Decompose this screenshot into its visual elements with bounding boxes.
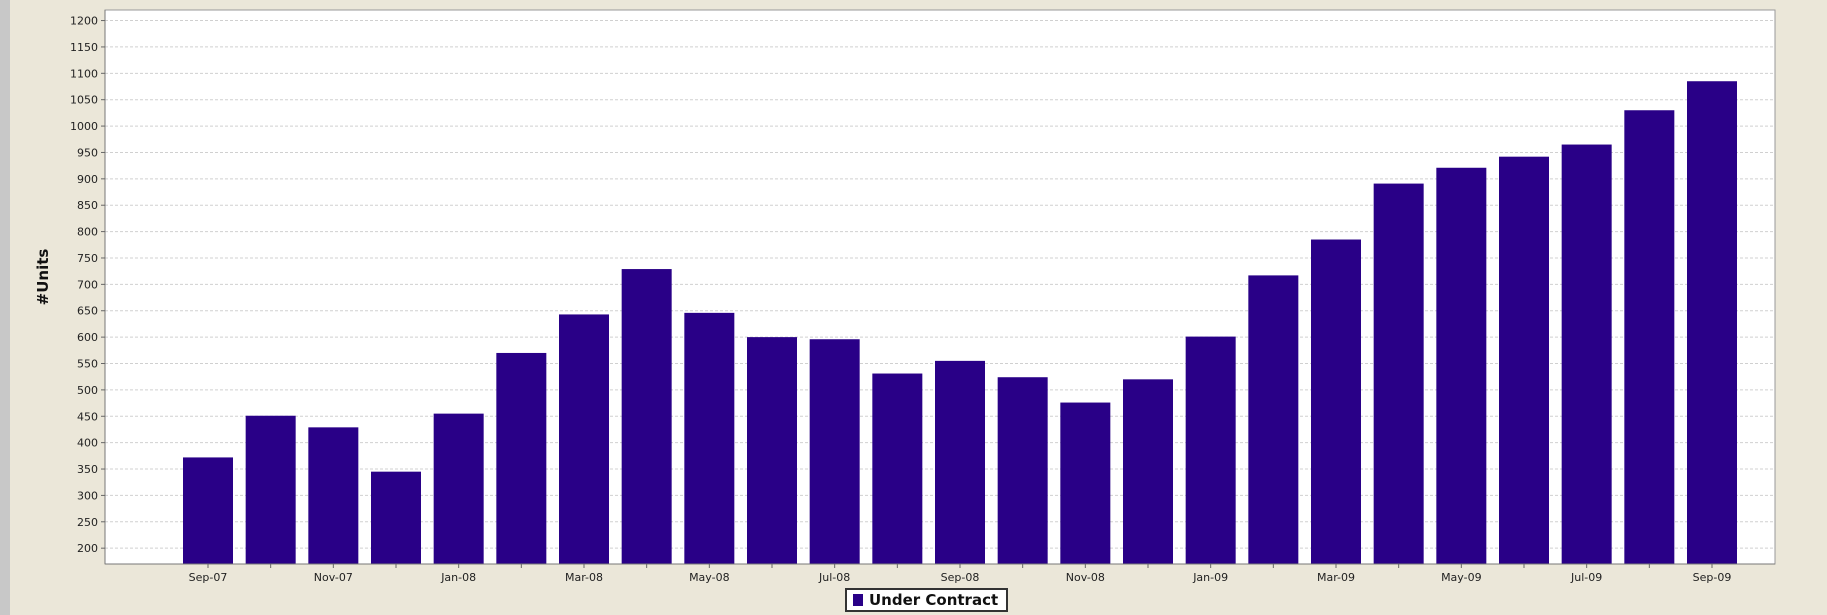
bar-dec-08 bbox=[1123, 379, 1173, 564]
bar-mar-08 bbox=[559, 314, 609, 564]
x-tick-label: Jul-09 bbox=[1570, 571, 1602, 584]
y-tick-label: 950 bbox=[77, 146, 98, 159]
x-tick-label: Mar-09 bbox=[1317, 571, 1355, 584]
bar-oct-07 bbox=[245, 415, 296, 564]
y-axis-label: #Units bbox=[34, 249, 52, 306]
chart-frame: 200 250 300 350 400 450 500 550 600 650 700 750 800 8… bbox=[10, 0, 1827, 615]
y-tick-label: 750 bbox=[77, 252, 98, 265]
x-tick-label: Sep-07 bbox=[189, 571, 228, 584]
bar-apr-09 bbox=[1373, 183, 1424, 564]
bar-jul-08 bbox=[809, 339, 860, 564]
y-tick-label: 300 bbox=[77, 489, 98, 502]
y-tick-label: 1000 bbox=[70, 120, 98, 133]
bar-aug-08 bbox=[872, 373, 923, 564]
x-tick-label: May-09 bbox=[1441, 571, 1482, 584]
x-tick-label: Mar-08 bbox=[565, 571, 603, 584]
x-tick-label: Sep-09 bbox=[1693, 571, 1732, 584]
bars bbox=[183, 81, 1737, 565]
legend-swatch bbox=[853, 594, 863, 606]
y-tick-label: 1200 bbox=[70, 15, 98, 28]
bar-sep-07 bbox=[183, 457, 233, 564]
y-tick-label: 1100 bbox=[70, 67, 98, 80]
y-tick-label: 500 bbox=[77, 384, 98, 397]
y-tick-label: 900 bbox=[77, 173, 98, 186]
y-tick-label: 250 bbox=[77, 516, 98, 529]
y-tick-label: 700 bbox=[77, 278, 98, 291]
y-tick-label: 550 bbox=[77, 358, 98, 371]
bar-aug-09 bbox=[1624, 110, 1675, 564]
x-tick-label: Nov-08 bbox=[1066, 571, 1105, 584]
bar-jan-09 bbox=[1185, 336, 1236, 564]
bar-may-09 bbox=[1436, 167, 1487, 564]
bar-jun-08 bbox=[747, 337, 797, 564]
y-tick-label: 350 bbox=[77, 463, 98, 476]
bar-sep-09 bbox=[1687, 81, 1737, 564]
x-tick-label: Nov-07 bbox=[314, 571, 353, 584]
y-tick-label: 1150 bbox=[70, 41, 98, 54]
bar-jan-08 bbox=[433, 413, 484, 564]
y-tick-label: 1050 bbox=[70, 94, 98, 107]
y-tick-label: 600 bbox=[77, 331, 98, 344]
y-tick-label: 400 bbox=[77, 437, 98, 450]
legend-label-under-contract: Under Contract bbox=[869, 591, 999, 609]
y-tick-labels: 200 250 300 350 400 450 500 550 600 650 700 750 800 8… bbox=[70, 15, 105, 555]
x-tick-label: Sep-08 bbox=[941, 571, 980, 584]
bar-jul-09 bbox=[1561, 144, 1612, 565]
axes bbox=[104, 10, 1775, 565]
y-tick-label: 800 bbox=[77, 226, 98, 239]
bar-may-08 bbox=[684, 312, 735, 564]
y-tick-label: 200 bbox=[77, 542, 98, 555]
x-tick-label: Jan-09 bbox=[1192, 571, 1228, 584]
y-tick-label: 850 bbox=[77, 199, 98, 212]
y-tick-label: 650 bbox=[77, 305, 98, 318]
bar-feb-09 bbox=[1248, 275, 1299, 564]
x-tick-label: Jan-08 bbox=[440, 571, 476, 584]
bar-chart: 200 250 300 350 400 450 500 550 600 650 700 750 800 8… bbox=[34, 9, 1776, 584]
bar-mar-09 bbox=[1311, 239, 1361, 564]
bar-nov-07 bbox=[308, 427, 359, 564]
x-tick-label: May-08 bbox=[689, 571, 730, 584]
legend: Under Contract bbox=[845, 588, 1009, 612]
bar-nov-08 bbox=[1060, 402, 1111, 564]
bar-sep-08 bbox=[935, 360, 985, 564]
x-tick-labels: Sep-07 Nov-07 Jan-08 Mar-08 May-08 Jul-08 Sep-… bbox=[189, 564, 1732, 584]
bar-oct-08 bbox=[997, 377, 1048, 564]
bar-feb-08 bbox=[496, 352, 547, 564]
y-tick-label: 450 bbox=[77, 410, 98, 423]
bar-apr-08 bbox=[621, 269, 672, 564]
bar-jun-09 bbox=[1499, 156, 1549, 564]
x-tick-label: Jul-08 bbox=[818, 571, 850, 584]
bar-dec-07 bbox=[371, 471, 421, 564]
